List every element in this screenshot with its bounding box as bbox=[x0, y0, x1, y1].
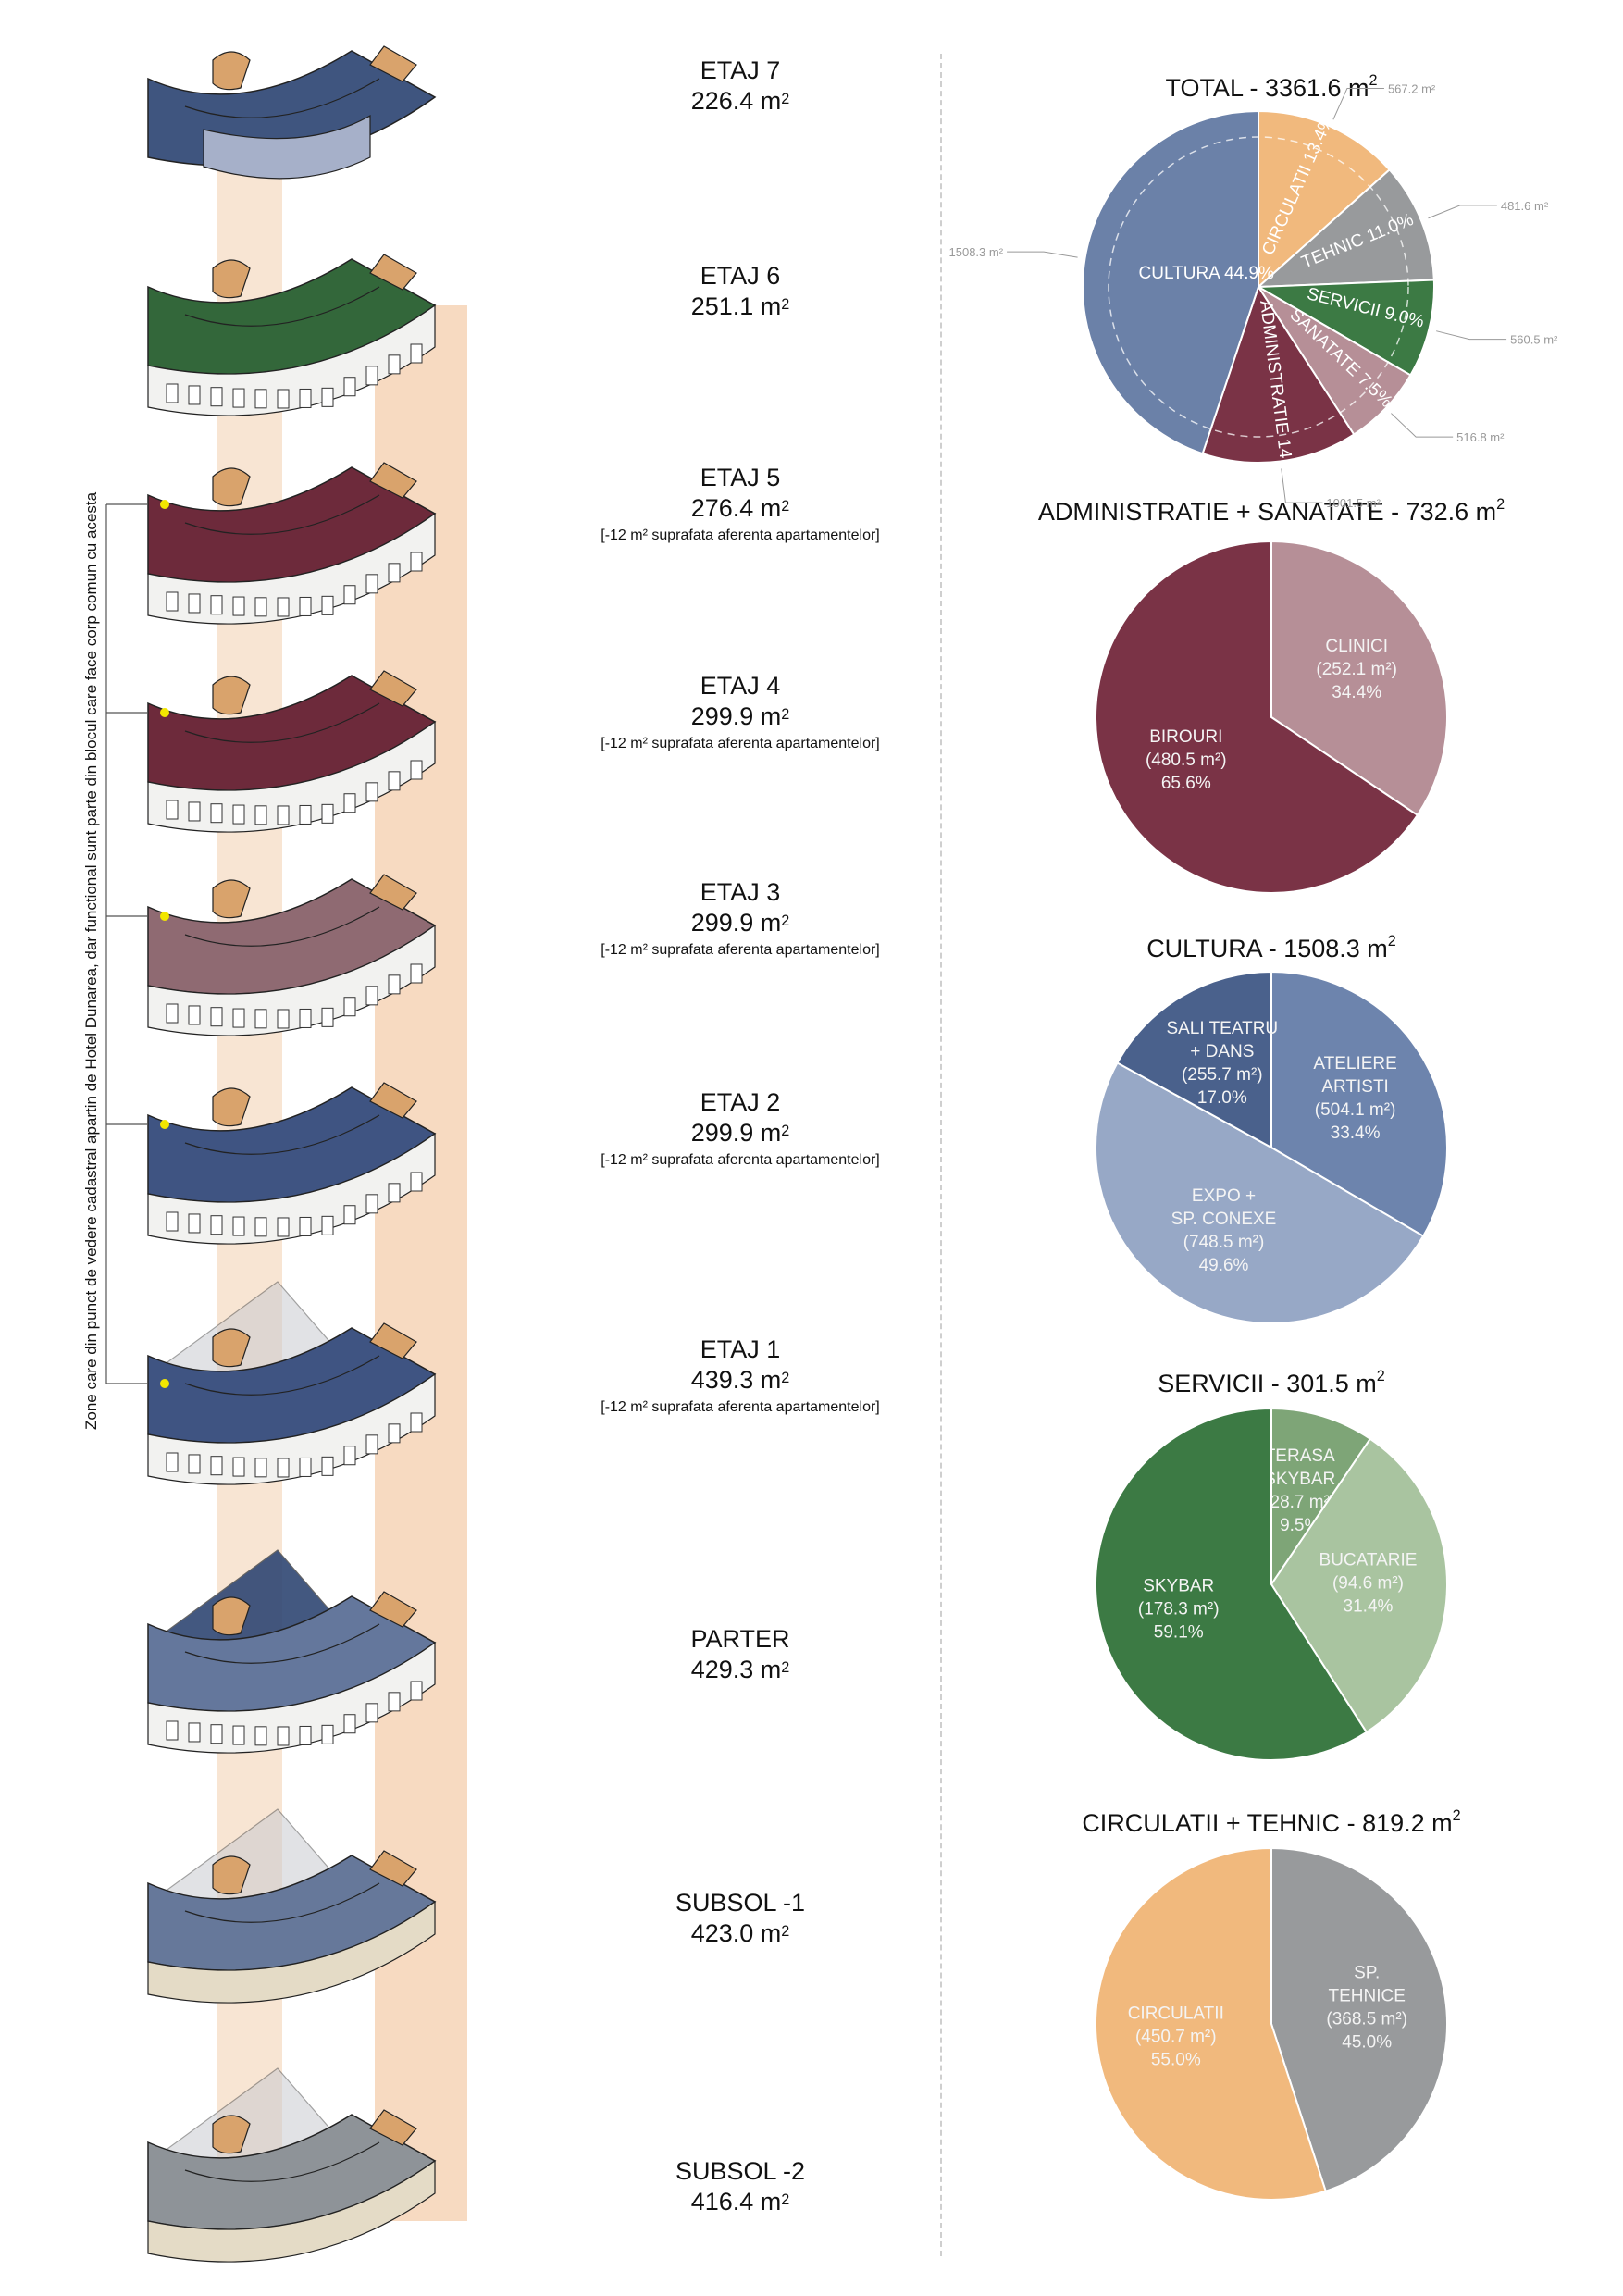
floor-drawing-2 bbox=[147, 462, 437, 625]
floor-name: SUBSOL -1 bbox=[675, 1889, 806, 1917]
floor-label-1: ETAJ 6 251.1 m2 bbox=[564, 261, 916, 322]
floor-area: 299.9 m2 bbox=[690, 702, 790, 730]
slice-area-label: 481.6 m² bbox=[1501, 199, 1549, 213]
floor-area: 276.4 m2 bbox=[690, 494, 790, 522]
pie-slice-1 bbox=[1095, 1846, 1327, 2201]
pie-slice-0 bbox=[1270, 1846, 1448, 2192]
inner-dashed-ring bbox=[1108, 136, 1409, 438]
column-divider bbox=[940, 54, 942, 2256]
floor-name: ETAJ 3 bbox=[700, 878, 781, 906]
pie-slice-0 bbox=[1270, 540, 1448, 817]
floor-note: [-12 m² suprafata aferenta apartamentelo… bbox=[601, 1399, 880, 1415]
pie-slice-5 bbox=[1082, 109, 1259, 455]
floor-area: 251.1 m2 bbox=[690, 292, 790, 320]
floor-drawing-6 bbox=[147, 1281, 437, 1485]
pie-slice-2 bbox=[1255, 279, 1435, 377]
floor-label-2: ETAJ 5 276.4 m2 [-12 m² suprafata aferenta… bbox=[564, 463, 916, 546]
slice-label: CULTURA 44.9% bbox=[1139, 264, 1275, 283]
cadastral-bracket bbox=[105, 500, 169, 1388]
slice-area-label: 1001.5 m² bbox=[1326, 496, 1381, 510]
slice-label: SP. TEHNICE (368.5 m²) 45.0% bbox=[1326, 1964, 1407, 2053]
chart-title-total: TOTAL - 3361.6 m2 bbox=[1165, 72, 1378, 102]
floor-area: 429.3 m2 bbox=[690, 1656, 790, 1683]
floor-label-4: ETAJ 3 299.9 m2 [-12 m² suprafata aferenta… bbox=[564, 877, 916, 961]
floor-label-5: ETAJ 2 299.9 m2 [-12 m² suprafata aferenta… bbox=[564, 1087, 916, 1171]
floor-drawing-7 bbox=[147, 1549, 437, 1754]
floor-area: 423.0 m2 bbox=[690, 1919, 790, 1947]
slice-label: SALI TEATRU + DANS (255.7 m²) 17.0% bbox=[1166, 1019, 1278, 1108]
leader-line bbox=[1007, 251, 1078, 258]
leader-line bbox=[1391, 413, 1454, 438]
floor-drawing-9 bbox=[147, 2067, 437, 2263]
floor-label-3: ETAJ 4 299.9 m2 [-12 m² suprafata aferenta… bbox=[564, 671, 916, 754]
slice-label: TERASA SKYBAR (28.7 m²) 9.5% bbox=[1264, 1446, 1335, 1535]
slice-area-label: 560.5 m² bbox=[1510, 333, 1558, 347]
floor-name: PARTER bbox=[690, 1625, 790, 1653]
floor-note: [-12 m² suprafata aferenta apartamentelo… bbox=[601, 736, 880, 751]
floor-area: 416.4 m2 bbox=[690, 2188, 790, 2215]
floor-drawing-4 bbox=[147, 874, 437, 1036]
floor-drawing-8 bbox=[147, 1808, 437, 2004]
slice-label: CLINICI (252.1 m²) 34.4% bbox=[1316, 637, 1397, 702]
floor-note: [-12 m² suprafata aferenta apartamentelo… bbox=[601, 1152, 880, 1168]
floor-name: ETAJ 6 bbox=[700, 262, 781, 290]
floor-label-9: SUBSOL -2 416.4 m2 bbox=[564, 2156, 916, 2217]
leader-line bbox=[1332, 87, 1384, 120]
slice-label: BIROURI (480.5 m²) 65.6% bbox=[1146, 727, 1227, 793]
floor-drawing-0 bbox=[147, 45, 437, 180]
floor-drawing-3 bbox=[147, 670, 437, 833]
pie-3: TERASA SKYBAR (28.7 m²) 9.5% BUCATARIE (94.6 … bbox=[1095, 1407, 1448, 1761]
floor-label-8: SUBSOL -1 423.0 m2 bbox=[564, 1888, 916, 1949]
floor-name: ETAJ 7 bbox=[700, 56, 781, 84]
pie-slice-1 bbox=[1095, 540, 1419, 894]
pie-slice-4 bbox=[1201, 284, 1356, 464]
pie-slice-1 bbox=[1256, 168, 1435, 289]
slice-area-label: 1508.3 m² bbox=[949, 245, 1004, 259]
floor-label-0: ETAJ 7 226.4 m2 bbox=[564, 56, 916, 117]
leader-line bbox=[1436, 330, 1507, 341]
floor-name: ETAJ 4 bbox=[700, 672, 781, 700]
pie-slice-1 bbox=[1270, 1437, 1448, 1734]
floor-label-6: ETAJ 1 439.3 m2 [-12 m² suprafata aferenta… bbox=[564, 1334, 916, 1418]
pie-slice-0 bbox=[1258, 109, 1392, 290]
slice-label: ATELIERE ARTISTI (504.1 m²) 33.4% bbox=[1313, 1054, 1396, 1143]
floor-note: [-12 m² suprafata aferenta apartamentelo… bbox=[601, 942, 880, 958]
slice-label: EXPO + SP. CONEXE (748.5 m²) 49.6% bbox=[1171, 1186, 1277, 1275]
slice-area-label: 516.8 m² bbox=[1456, 430, 1505, 444]
slice-label: CIRCULATII (450.7 m²) 55.0% bbox=[1128, 2004, 1224, 2069]
floor-name: SUBSOL -2 bbox=[675, 2157, 806, 2185]
slice-label: BUCATARIE (94.6 m²) 31.4% bbox=[1319, 1550, 1418, 1616]
leader-line bbox=[1281, 468, 1323, 503]
floor-label-7: PARTER 429.3 m2 bbox=[564, 1624, 916, 1685]
floor-area: 226.4 m2 bbox=[690, 87, 790, 115]
floor-drawing-5 bbox=[147, 1082, 437, 1245]
chart-title-servicii: SERVICII - 301.5 m2 bbox=[1158, 1368, 1385, 1397]
chart-title-cultura: CULTURA - 1508.3 m2 bbox=[1146, 933, 1396, 962]
slice-label: SKYBAR (178.3 m²) 59.1% bbox=[1138, 1576, 1220, 1642]
pie-slice-2 bbox=[1116, 970, 1272, 1149]
pie-1: CLINICI (252.1 m²) 34.4% BIROURI (480.5 m²) 6… bbox=[1095, 540, 1448, 894]
floor-drawing-1 bbox=[147, 254, 437, 416]
pie-slice-2 bbox=[1095, 1407, 1369, 1761]
pie-4: SP. TEHNICE (368.5 m²) 45.0% CIRCULATII (450.… bbox=[1095, 1846, 1448, 2201]
leader-line bbox=[1428, 205, 1497, 219]
floor-note: [-12 m² suprafata aferenta apartamentelo… bbox=[601, 527, 880, 543]
pie-slice-0 bbox=[1270, 1407, 1372, 1588]
chart-title-circulatii-tehnic: CIRCULATII + TEHNIC - 819.2 m2 bbox=[1082, 1807, 1461, 1837]
floor-name: ETAJ 1 bbox=[700, 1335, 781, 1363]
floor-area: 439.3 m2 bbox=[690, 1366, 790, 1394]
floor-area: 299.9 m2 bbox=[690, 1119, 790, 1147]
pie-slice-1 bbox=[1094, 1061, 1425, 1325]
slice-area-label: 567.2 m² bbox=[1388, 81, 1436, 95]
floor-area: 299.9 m2 bbox=[690, 909, 790, 937]
pie-slice-0 bbox=[1270, 970, 1448, 1238]
floor-name: ETAJ 5 bbox=[700, 464, 781, 491]
pie-2: ATELIERE ARTISTI (504.1 m²) 33.4% EXPO + SP. … bbox=[1094, 970, 1448, 1325]
chart-title-administratie: ADMINISTRATIE + SANATATE - 732.6 m2 bbox=[1037, 496, 1505, 526]
floor-name: ETAJ 2 bbox=[700, 1088, 781, 1116]
